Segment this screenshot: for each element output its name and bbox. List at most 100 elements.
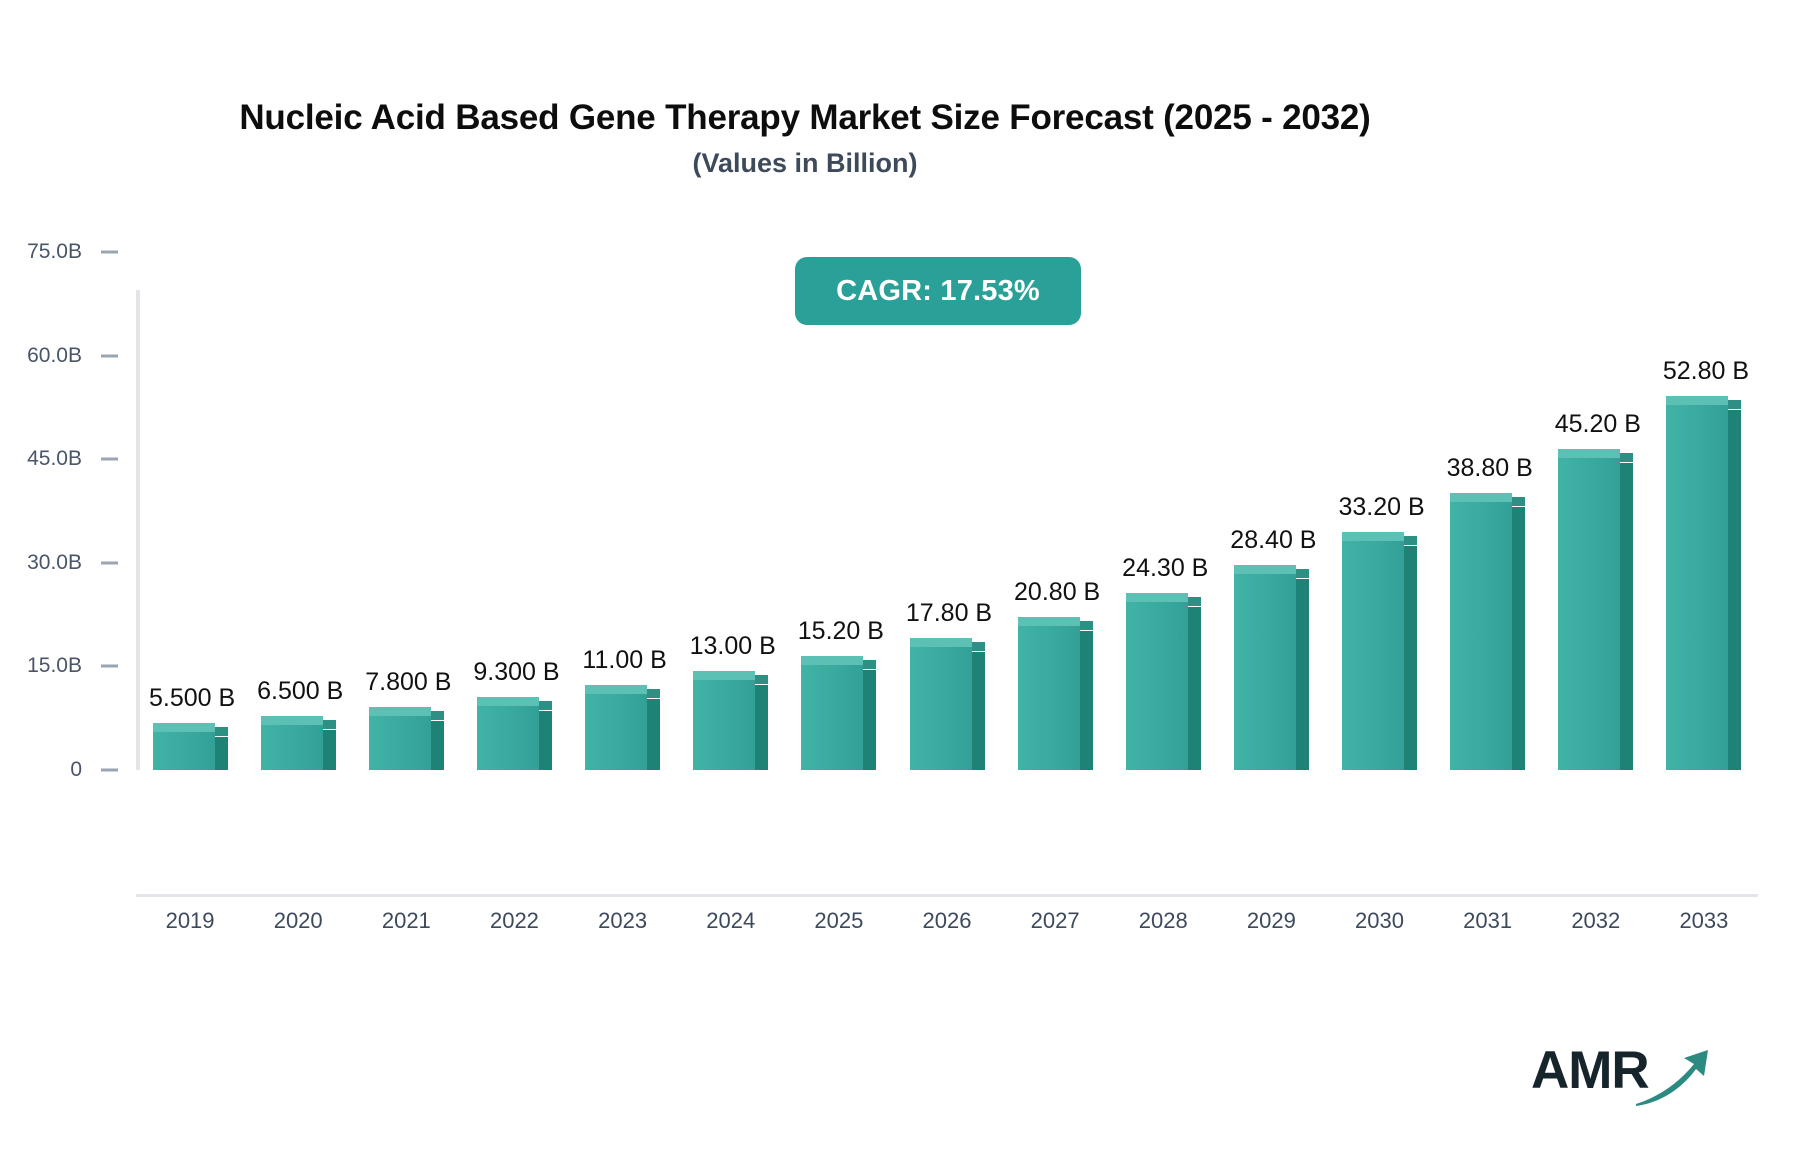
bar-top-face — [801, 656, 864, 666]
bar-value-label: 6.500 B — [257, 677, 344, 706]
bar — [1342, 531, 1418, 770]
bar-top-face — [1666, 396, 1729, 406]
x-axis-tick-label: 2030 — [1355, 908, 1405, 933]
x-axis-tick-label: 2031 — [1463, 908, 1513, 933]
amr-logo: AMR — [1531, 1040, 1711, 1110]
bar-side-face — [971, 652, 985, 770]
bar-value-label: 9.300 B — [473, 657, 560, 686]
bar — [476, 696, 552, 770]
bar-top-side-face — [1620, 452, 1634, 462]
x-axis-tick-label: 2032 — [1571, 908, 1621, 933]
y-axis-tick-mark — [101, 768, 118, 772]
bar — [152, 723, 228, 770]
bar-value-label: 20.80 B — [1014, 578, 1101, 607]
x-axis-tick-label: 2027 — [1030, 908, 1080, 933]
y-axis-tick-mark — [101, 250, 118, 254]
bar-top-face — [909, 638, 972, 648]
bar-front-face — [585, 694, 648, 770]
bar-top-side-face — [1079, 621, 1093, 631]
bar-side-face — [1620, 462, 1634, 770]
bar — [693, 671, 769, 770]
bar-side-face — [863, 670, 877, 770]
x-axis-tick-label: 2020 — [273, 908, 323, 933]
bar-top-face — [1450, 493, 1513, 503]
bar — [909, 638, 985, 770]
bar-side-face — [1187, 607, 1201, 770]
bar — [585, 685, 661, 770]
bar-top-face — [1233, 564, 1296, 574]
growth-arrow-icon — [1636, 1050, 1708, 1106]
bar-front-face — [693, 680, 756, 770]
bar-side-face — [1404, 545, 1418, 770]
x-axis-tick-label: 2025 — [814, 908, 864, 933]
bar-side-face — [322, 730, 336, 770]
x-axis-line — [136, 894, 1758, 897]
bar-top-side-face — [647, 689, 661, 699]
bar-side-face — [1512, 507, 1526, 770]
bar-top-face — [476, 696, 539, 706]
bar-top-side-face — [1404, 535, 1418, 545]
y-axis-tick-mark — [101, 561, 118, 565]
bar-top-side-face — [971, 642, 985, 652]
bar-value-label: 13.00 B — [689, 632, 776, 661]
x-axis-tick-label: 2023 — [598, 908, 648, 933]
bar — [260, 716, 336, 770]
bar-front-face — [1342, 540, 1405, 770]
bar-top-side-face — [214, 727, 228, 736]
y-axis-tick-label: 30.0B — [27, 550, 82, 574]
bar-top-face — [585, 685, 648, 695]
bar-value-label: 28.40 B — [1230, 525, 1317, 554]
bar-top-face — [1125, 593, 1188, 603]
bar-value-label: 45.20 B — [1554, 409, 1641, 438]
bar-top-face — [1342, 531, 1405, 541]
bar-front-face — [260, 725, 323, 770]
bar-value-label: 11.00 B — [582, 646, 667, 675]
y-axis-tick-label: 45.0B — [27, 447, 82, 471]
cagr-badge-label: CAGR: 17.53% — [836, 274, 1040, 307]
chart-subtitle: (Values in Billion) — [692, 148, 918, 178]
bar-side-face — [647, 699, 661, 770]
x-axis-tick-label: 2022 — [489, 908, 539, 933]
bar-value-label: 52.80 B — [1662, 357, 1750, 386]
bar — [1558, 448, 1634, 770]
bar-front-face — [801, 665, 864, 770]
y-axis-tick-label: 15.0B — [27, 654, 82, 678]
y-axis-tick-label: 0 — [70, 758, 82, 781]
bar-front-face — [476, 705, 539, 770]
y-axis-tick-mark — [101, 354, 118, 358]
y-axis-tick-label: 75.0B — [27, 240, 82, 263]
x-axis-tick-label: 2028 — [1138, 908, 1188, 933]
bar-top-side-face — [755, 675, 769, 685]
bar-top-side-face — [538, 700, 552, 710]
bar-top-face — [368, 707, 431, 717]
bar-front-face — [909, 647, 972, 770]
bar-top-side-face — [863, 660, 877, 670]
y-axis-tick-mark — [101, 664, 118, 668]
bar-top-side-face — [1187, 597, 1201, 607]
x-axis-tick-label: 2029 — [1246, 908, 1296, 933]
bar-front-face — [1558, 457, 1621, 770]
bar-top-face — [693, 671, 756, 681]
x-axis-tick-label: 2026 — [922, 908, 972, 933]
x-axis-tick-label: 2033 — [1679, 908, 1729, 933]
bar-top-face — [1017, 617, 1080, 627]
bar — [1450, 493, 1526, 770]
bar-top-face — [1558, 448, 1621, 458]
bar-front-face — [368, 716, 431, 770]
x-axis-tick-label: 2021 — [381, 908, 431, 933]
bar-side-face — [430, 721, 444, 770]
bar-top-side-face — [1512, 497, 1526, 507]
bar-top-face — [260, 716, 323, 726]
bar-top-face — [152, 723, 215, 732]
bar-front-face — [1017, 626, 1080, 770]
bar — [1666, 396, 1742, 770]
bar-value-label: 38.80 B — [1446, 454, 1533, 483]
bar-top-side-face — [322, 720, 336, 730]
bar-front-face — [1450, 502, 1513, 770]
y-axis-tick-label: 60.0B — [27, 343, 82, 367]
bar-side-face — [755, 685, 769, 770]
bar-front-face — [1666, 405, 1729, 770]
bar-top-side-face — [1728, 400, 1742, 410]
